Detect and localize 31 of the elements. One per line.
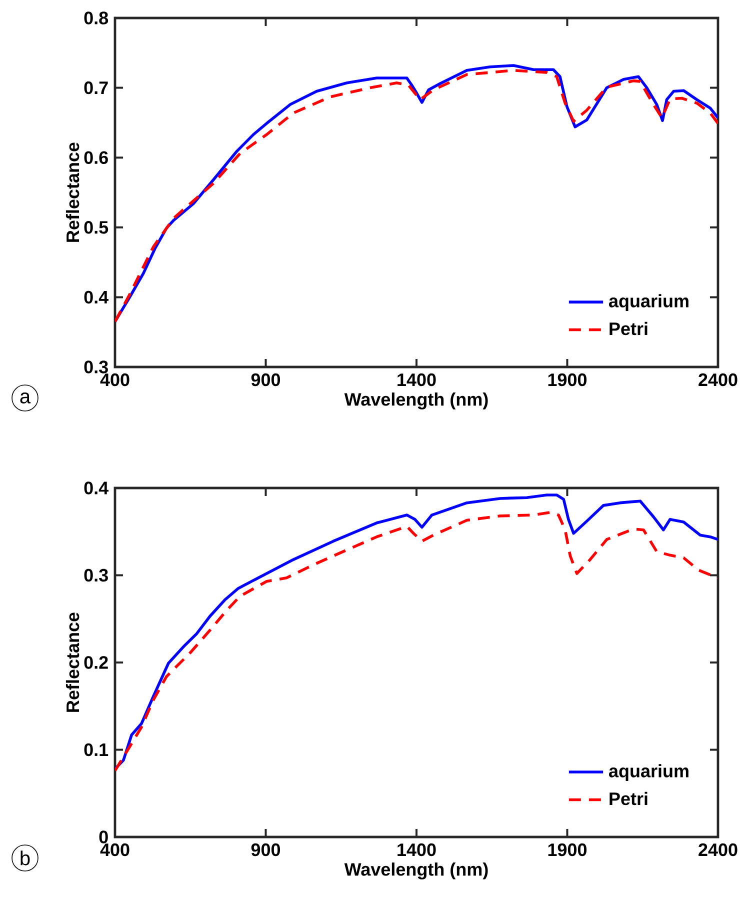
x-axis-title: Wavelength (nm)	[344, 392, 488, 410]
legend-label: Petri	[610, 322, 648, 336]
y-tick-label: 0.6	[84, 151, 108, 164]
y-tick-label: 0.7	[84, 81, 108, 94]
x-tick-label: 2400	[698, 373, 738, 386]
x-tick-label: 1900	[548, 843, 587, 856]
text: a	[20, 392, 31, 404]
y-tick-label: 0.2	[84, 656, 108, 669]
y-tick-label: 0	[99, 830, 108, 844]
legend-label: Petri	[610, 792, 648, 806]
x-tick-label: 900	[251, 373, 280, 386]
legend-label: aquarium	[609, 294, 688, 311]
y-axis-title: Reflectance	[66, 612, 80, 712]
y-tick-label: 0.5	[84, 221, 108, 234]
x-tick-label: 400	[100, 843, 130, 856]
y-tick-label: 0.8	[84, 12, 108, 24]
y-tick-label: 0.4	[84, 482, 108, 494]
y-tick-label: 0.3	[84, 568, 108, 582]
x-tick-label: 400	[100, 373, 130, 386]
x-tick-label: 1400	[398, 373, 436, 386]
x-tick-label: 1900	[548, 373, 587, 386]
x-tick-label: 2400	[698, 843, 738, 856]
x-tick-label: 1400	[398, 843, 436, 856]
y-tick-label: 0.3	[84, 360, 108, 374]
text: b	[20, 850, 30, 866]
x-tick-label: 900	[251, 843, 280, 856]
x-axis-title: Wavelength (nm)	[344, 862, 488, 880]
y-axis-title: Reflectance	[66, 142, 80, 242]
y-tick-label: 0.4	[84, 290, 108, 304]
legend-label: aquarium	[609, 764, 688, 781]
y-tick-label: 0.1	[84, 743, 108, 756]
